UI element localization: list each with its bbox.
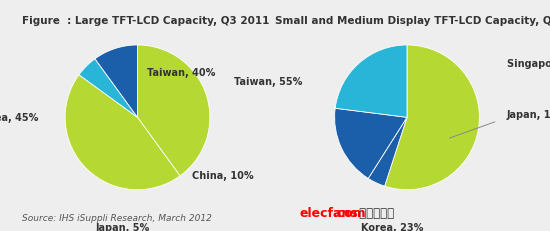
Text: Figure  : Large TFT-LCD Capacity, Q3 2011: Figure : Large TFT-LCD Capacity, Q3 2011 (22, 16, 270, 26)
Text: Small and Medium Display TFT-LCD Capacity, Q3 2011: Small and Medium Display TFT-LCD Capacit… (275, 16, 550, 26)
Text: Korea, 23%: Korea, 23% (361, 222, 424, 231)
Text: Singapore, 0%: Singapore, 0% (507, 59, 550, 69)
Text: Taiwan, 40%: Taiwan, 40% (146, 68, 215, 78)
Text: China, 10%: China, 10% (192, 170, 254, 180)
Text: Source: IHS iSuppli Research, March 2012: Source: IHS iSuppli Research, March 2012 (22, 213, 212, 222)
Wedge shape (384, 46, 480, 190)
Wedge shape (138, 46, 210, 176)
Text: Japan, 18%: Japan, 18% (507, 109, 550, 119)
Wedge shape (79, 60, 138, 118)
Text: 电子发烧友: 电子发烧友 (355, 207, 394, 219)
Text: elecfans: elecfans (300, 207, 359, 219)
Wedge shape (65, 76, 180, 190)
Wedge shape (335, 46, 407, 118)
Text: .com: .com (333, 207, 366, 219)
Text: Korea, 45%: Korea, 45% (0, 113, 38, 123)
Text: Japan, 5%: Japan, 5% (96, 222, 150, 231)
Wedge shape (368, 118, 407, 186)
Wedge shape (95, 46, 138, 118)
Text: Taiwan, 55%: Taiwan, 55% (234, 77, 302, 87)
Wedge shape (334, 109, 407, 179)
